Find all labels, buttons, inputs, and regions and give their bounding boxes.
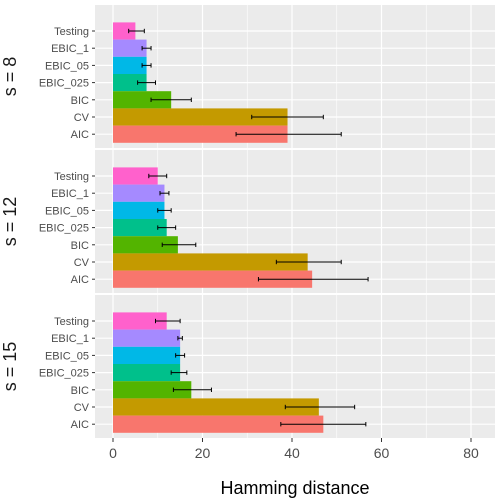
bar-ebic-025 (113, 364, 181, 382)
y-tick-label: BIC (71, 95, 89, 107)
bar-cv (113, 398, 319, 416)
bar-bic (113, 381, 192, 399)
y-tick-label: Testing (54, 26, 89, 38)
error-bar (235, 132, 342, 137)
facet-panel: Testing EBIC_1 EBIC_05 EBIC_025 BIC CV AIC s = … (0, 295, 495, 438)
y-tick-label: EBIC_1 (51, 188, 89, 200)
y-tick-label: EBIC_05 (45, 350, 89, 362)
error-bar (284, 404, 356, 410)
y-tick-label: EBIC_025 (39, 78, 89, 90)
bar-testing (113, 167, 158, 185)
bar-ebic-025 (113, 74, 147, 92)
error-bar (251, 114, 324, 120)
y-tick-label: Testing (54, 316, 89, 328)
facet-strip-label: s = 12 (0, 197, 20, 247)
error-bar (257, 277, 369, 282)
bar-ebic-1 (113, 329, 181, 347)
y-tick-label: BIC (71, 385, 89, 397)
facet-strip-label: s = 8 (0, 57, 20, 97)
bar-ebic-1 (113, 184, 165, 202)
error-bar (280, 422, 367, 427)
bar-aic (113, 125, 288, 143)
error-bar (141, 63, 152, 68)
bar-ebic-1 (113, 39, 147, 57)
bar-testing (113, 312, 167, 330)
bar-ebic-05 (113, 201, 165, 219)
error-bar (155, 318, 181, 324)
y-tick-label: AIC (71, 419, 89, 431)
error-bar (275, 259, 342, 265)
error-bar (150, 97, 192, 102)
error-bar (137, 80, 157, 85)
bar-bic (113, 91, 172, 109)
bar-ebic-05 (113, 346, 181, 364)
facet-panels: Testing EBIC_1 EBIC_05 EBIC_025 BIC CV AIC s = … (0, 5, 495, 438)
y-tick-label: CV (74, 112, 90, 124)
x-axis-ticks: 0 20 40 60 80 (109, 438, 479, 461)
y-tick-label: AIC (71, 129, 89, 141)
y-tick-label: EBIC_1 (51, 333, 89, 345)
bar-ebic-05 (113, 56, 147, 74)
y-tick-label: EBIC_025 (39, 368, 89, 380)
error-bar (161, 242, 197, 247)
x-tick-label: 20 (195, 445, 211, 461)
error-bar (148, 173, 168, 179)
bar-testing (113, 22, 136, 40)
bar-cv (113, 253, 308, 271)
error-bar (128, 28, 145, 34)
error-bar (175, 353, 186, 358)
x-tick-label: 80 (463, 445, 479, 461)
x-tick-label: 0 (109, 445, 117, 461)
y-tick-label: AIC (71, 274, 89, 286)
facet-panel: Testing EBIC_1 EBIC_05 EBIC_025 BIC CV AIC s = … (0, 150, 495, 293)
error-bar (141, 46, 152, 51)
x-tick-label: 60 (374, 445, 390, 461)
error-bar (172, 387, 212, 392)
y-tick-label: EBIC_05 (45, 60, 89, 72)
y-tick-label: EBIC_025 (39, 223, 89, 235)
error-bar (177, 336, 183, 341)
y-tick-label: EBIC_05 (45, 205, 89, 217)
bar-aic (113, 415, 324, 433)
x-tick-label: 40 (284, 445, 300, 461)
facet-panel: Testing EBIC_1 EBIC_05 EBIC_025 BIC CV AIC s = … (0, 5, 495, 148)
y-tick-label: BIC (71, 240, 89, 252)
y-tick-label: CV (74, 257, 90, 269)
y-tick-label: Testing (54, 171, 89, 183)
error-bar (159, 191, 170, 196)
bar-ebic-025 (113, 219, 167, 237)
error-bar (157, 208, 172, 213)
bar-bic (113, 236, 178, 254)
error-bar (170, 370, 188, 375)
bar-aic (113, 270, 313, 288)
x-axis-title: Hamming distance (220, 478, 369, 498)
error-bar (157, 225, 177, 230)
bar-cv (113, 108, 288, 126)
facet-strip-label: s = 15 (0, 342, 20, 392)
y-tick-label: CV (74, 402, 90, 414)
y-tick-label: EBIC_1 (51, 43, 89, 55)
